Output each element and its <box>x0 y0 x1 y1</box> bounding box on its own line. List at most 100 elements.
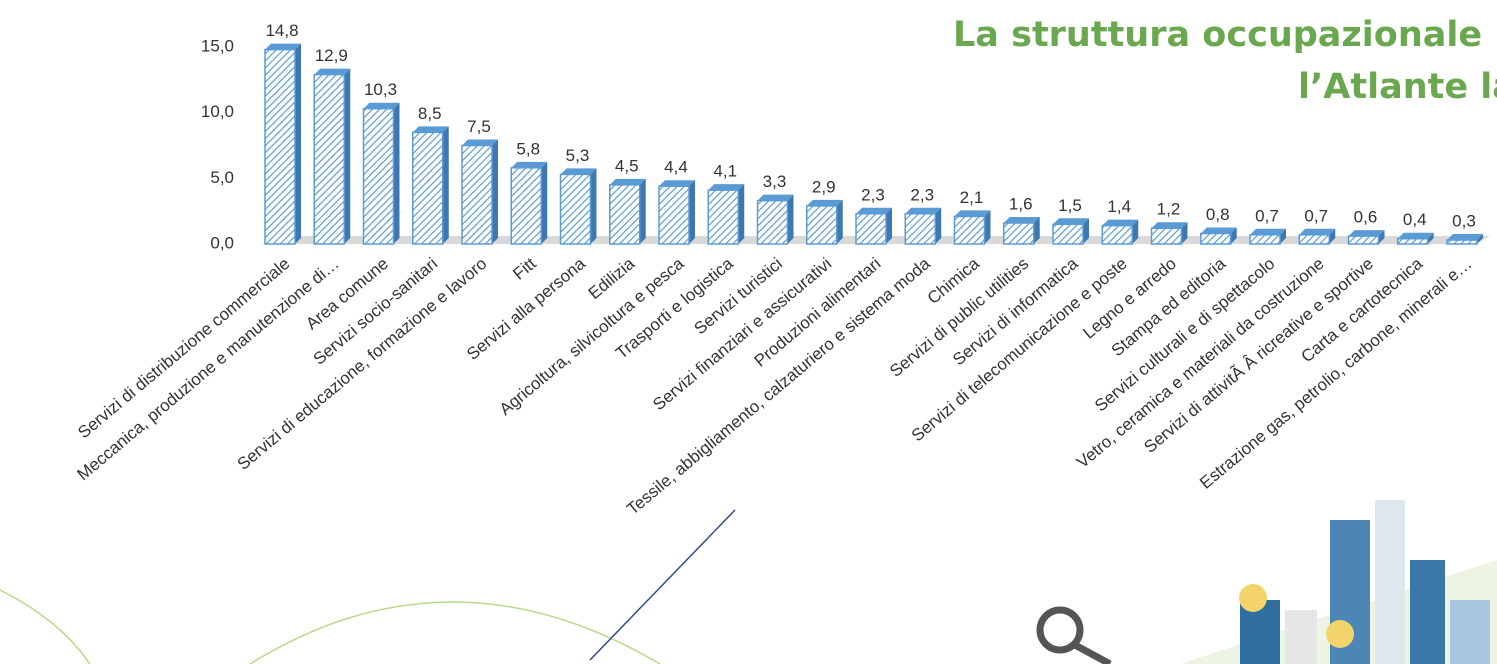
bar <box>1052 223 1084 245</box>
bar <box>362 107 395 245</box>
decor-line <box>589 509 736 661</box>
x-tick-label: Servizi culturali e di spettacolo <box>1091 254 1278 416</box>
value-label: 0,6 <box>1354 208 1378 227</box>
bar <box>461 144 493 245</box>
bar-side <box>1181 222 1188 244</box>
chart-title: l’Atlante la <box>1298 67 1497 107</box>
bar-side <box>689 180 695 244</box>
value-label: 0,8 <box>1206 205 1230 224</box>
bar <box>1446 239 1478 245</box>
y-tick-label: 0,0 <box>210 233 234 252</box>
bar-side <box>1477 234 1483 244</box>
bar-top <box>1250 228 1286 235</box>
value-label: 0,4 <box>1403 210 1427 229</box>
value-label: 1,4 <box>1107 197 1131 216</box>
bar <box>412 131 444 245</box>
bar-side <box>295 43 301 245</box>
bar-top <box>511 161 548 168</box>
bar-side <box>886 207 892 244</box>
y-tick-label: 15,0 <box>201 36 234 55</box>
bar-side <box>984 210 991 244</box>
bar-side <box>1280 228 1286 244</box>
value-label: 4,5 <box>615 156 639 175</box>
value-label: 12,9 <box>315 46 348 65</box>
bar <box>1003 222 1035 245</box>
y-tick-label: 5,0 <box>210 168 234 187</box>
bar-side <box>1329 228 1336 244</box>
bar-top <box>1397 232 1434 239</box>
value-label: 10,3 <box>364 80 397 99</box>
chart-title: La struttura occupazionale i <box>953 15 1497 55</box>
bar <box>609 184 641 245</box>
value-label: 14,8 <box>265 21 298 40</box>
bar-top <box>856 207 892 214</box>
bar-side <box>1033 216 1040 244</box>
decor-arc <box>249 601 661 664</box>
bar-top <box>1053 218 1089 225</box>
bar-top <box>1299 228 1336 235</box>
bar-side <box>393 102 400 244</box>
bar <box>904 213 936 245</box>
value-label: 2,3 <box>910 185 934 204</box>
bar <box>756 199 789 245</box>
bar <box>559 173 592 245</box>
bar <box>1150 227 1183 245</box>
bar-side <box>492 139 498 244</box>
bar-top <box>1348 230 1385 237</box>
bar-top <box>708 184 745 191</box>
decor-arc <box>0 589 91 664</box>
bar-top <box>659 180 695 187</box>
value-label: 2,1 <box>960 188 984 207</box>
bar-top <box>560 168 597 175</box>
value-label: 0,7 <box>1255 206 1279 225</box>
bar <box>1101 224 1133 245</box>
bar-top <box>462 139 498 146</box>
value-label: 1,6 <box>1009 194 1033 213</box>
bar-side <box>1427 232 1434 244</box>
x-tick-label: Servizi finanziari e assicurativi <box>649 254 835 414</box>
value-label: 1,5 <box>1058 196 1082 215</box>
bar-top <box>806 199 843 206</box>
bar <box>264 48 296 245</box>
bar <box>1347 235 1380 245</box>
value-label: 4,1 <box>713 162 737 181</box>
bar <box>313 73 345 245</box>
value-label: 8,5 <box>418 104 442 123</box>
bar-side <box>1378 230 1385 244</box>
bar-top <box>265 43 301 50</box>
bar <box>1249 234 1281 245</box>
city-illustration <box>1036 500 1497 664</box>
bar <box>1298 234 1330 245</box>
bar-side <box>836 199 843 244</box>
value-label: 4,4 <box>664 158 688 177</box>
value-label: 7,5 <box>467 117 491 136</box>
bar-side <box>541 161 548 244</box>
x-tick-label: Fitt <box>509 254 540 284</box>
bar-top <box>363 102 400 109</box>
bar-side <box>344 68 351 244</box>
value-label: 0,3 <box>1452 212 1476 231</box>
bar-top <box>1102 219 1139 226</box>
value-label: 5,3 <box>566 146 590 165</box>
bar-top <box>1200 227 1237 234</box>
bar <box>806 205 838 245</box>
bar-top <box>1447 234 1483 241</box>
bar-side <box>1132 219 1139 244</box>
bar-side <box>1083 218 1089 244</box>
bar-side <box>738 184 745 244</box>
value-label: 3,3 <box>763 172 787 191</box>
x-tick-label: Meccanica, produzione e manutenzione di… <box>73 254 342 484</box>
bar-top <box>757 194 794 201</box>
value-label: 2,3 <box>861 185 885 204</box>
bar-top <box>1003 216 1040 223</box>
bar <box>1200 232 1232 245</box>
bar <box>658 185 690 245</box>
bar-top <box>954 210 991 217</box>
bar-top <box>314 68 351 75</box>
value-label: 5,8 <box>516 139 540 158</box>
bar-side <box>935 207 942 244</box>
value-label: 1,2 <box>1157 200 1181 219</box>
value-label: 2,9 <box>812 177 836 196</box>
value-label: 0,7 <box>1304 206 1328 225</box>
